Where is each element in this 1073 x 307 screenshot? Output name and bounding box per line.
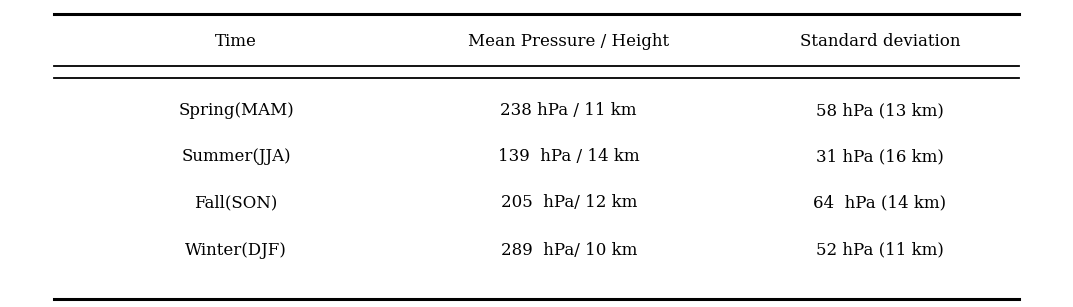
Text: Fall(SON): Fall(SON) [194, 194, 278, 211]
Text: Standard deviation: Standard deviation [799, 33, 960, 50]
Text: Mean Pressure / Height: Mean Pressure / Height [468, 33, 670, 50]
Text: Time: Time [215, 33, 258, 50]
Text: Spring(MAM): Spring(MAM) [178, 102, 294, 119]
Text: 31 hPa (16 km): 31 hPa (16 km) [815, 148, 944, 165]
Text: 238 hPa / 11 km: 238 hPa / 11 km [500, 102, 637, 119]
Text: 58 hPa (13 km): 58 hPa (13 km) [815, 102, 944, 119]
Text: 64  hPa (14 km): 64 hPa (14 km) [813, 194, 946, 211]
Text: 289  hPa/ 10 km: 289 hPa/ 10 km [500, 242, 637, 259]
Text: 52 hPa (11 km): 52 hPa (11 km) [815, 242, 944, 259]
Text: 205  hPa/ 12 km: 205 hPa/ 12 km [500, 194, 637, 211]
Text: 139  hPa / 14 km: 139 hPa / 14 km [498, 148, 640, 165]
Text: Winter(DJF): Winter(DJF) [186, 242, 286, 259]
Text: Summer(JJA): Summer(JJA) [181, 148, 291, 165]
